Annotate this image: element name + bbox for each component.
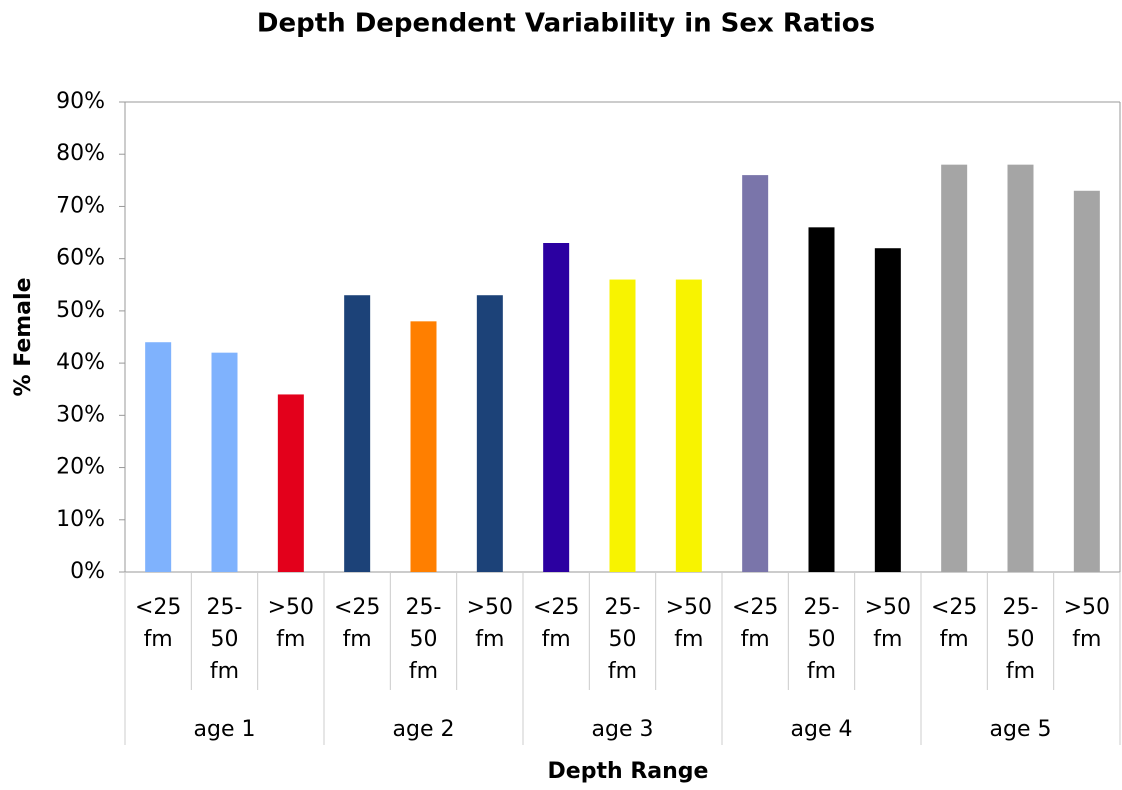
bar [277,394,304,572]
x-tick-label: >50 fm [466,595,514,652]
x-tick-label-box: <25 fm [134,595,182,652]
bar [1073,190,1100,572]
y-tick-label: 0% [70,559,105,584]
bar [941,164,968,572]
x-tick-label-box: <25 fm [333,595,381,652]
group-label: age 2 [393,717,455,742]
y-tick-label: 50% [56,298,105,323]
bar [410,321,437,572]
bar [874,248,901,572]
y-tick-label: 20% [56,455,105,480]
x-tick-label-box: 25-50 fm [604,595,641,684]
bar [145,342,172,572]
bar [543,243,570,572]
y-tick-label: 10% [56,507,105,532]
x-tick-label: 25-50 fm [1002,595,1039,684]
x-tick-label-box: >50 fm [1063,595,1111,652]
x-tick-label: <25 fm [731,595,779,652]
x-axis-title: Depth Range [548,759,709,784]
x-tick-label-box: >50 fm [466,595,514,652]
group-label: age 1 [194,717,256,742]
group-label: age 3 [592,717,654,742]
x-tick-label-box: 25-50 fm [405,595,442,684]
x-tick-label-box: <25 fm [532,595,580,652]
bar [609,279,636,572]
x-tick-label: <25 fm [930,595,978,652]
x-tick-label-box: 25-50 fm [1002,595,1039,684]
group-label: age 5 [990,717,1052,742]
y-tick-label: 80% [56,141,105,166]
x-tick-label-box: 25-50 fm [803,595,840,684]
bar [211,352,238,572]
x-tick-label: 25-50 fm [604,595,641,684]
y-axis-title: % Female [11,278,36,397]
x-tick-label: 25-50 fm [803,595,840,684]
x-tick-label: <25 fm [532,595,580,652]
y-tick-label: 40% [56,350,105,375]
y-tick-label: 90% [56,89,105,114]
y-tick-label: 30% [56,402,105,427]
x-tick-label-box: <25 fm [930,595,978,652]
y-tick-label: 60% [56,246,105,271]
bar [742,175,769,572]
x-tick-label: 25-50 fm [405,595,442,684]
chart-title: Depth Dependent Variability in Sex Ratio… [257,9,875,39]
x-tick-label: >50 fm [1063,595,1111,652]
group-label: age 4 [791,717,853,742]
bar [675,279,702,572]
x-tick-label: <25 fm [134,595,182,652]
x-tick-label: >50 fm [864,595,912,652]
bar [808,227,835,573]
y-tick-label: 70% [56,193,105,218]
bar [344,295,371,572]
bar [1007,164,1034,572]
x-tick-label: <25 fm [333,595,381,652]
x-tick-label-box: >50 fm [864,595,912,652]
bar [476,295,503,572]
x-tick-label-box: >50 fm [665,595,713,652]
x-tick-label-box: 25-50 fm [206,595,243,684]
x-tick-label: >50 fm [267,595,315,652]
x-tick-label: 25-50 fm [206,595,243,684]
x-tick-label-box: >50 fm [267,595,315,652]
x-tick-label-box: <25 fm [731,595,779,652]
x-tick-label: >50 fm [665,595,713,652]
